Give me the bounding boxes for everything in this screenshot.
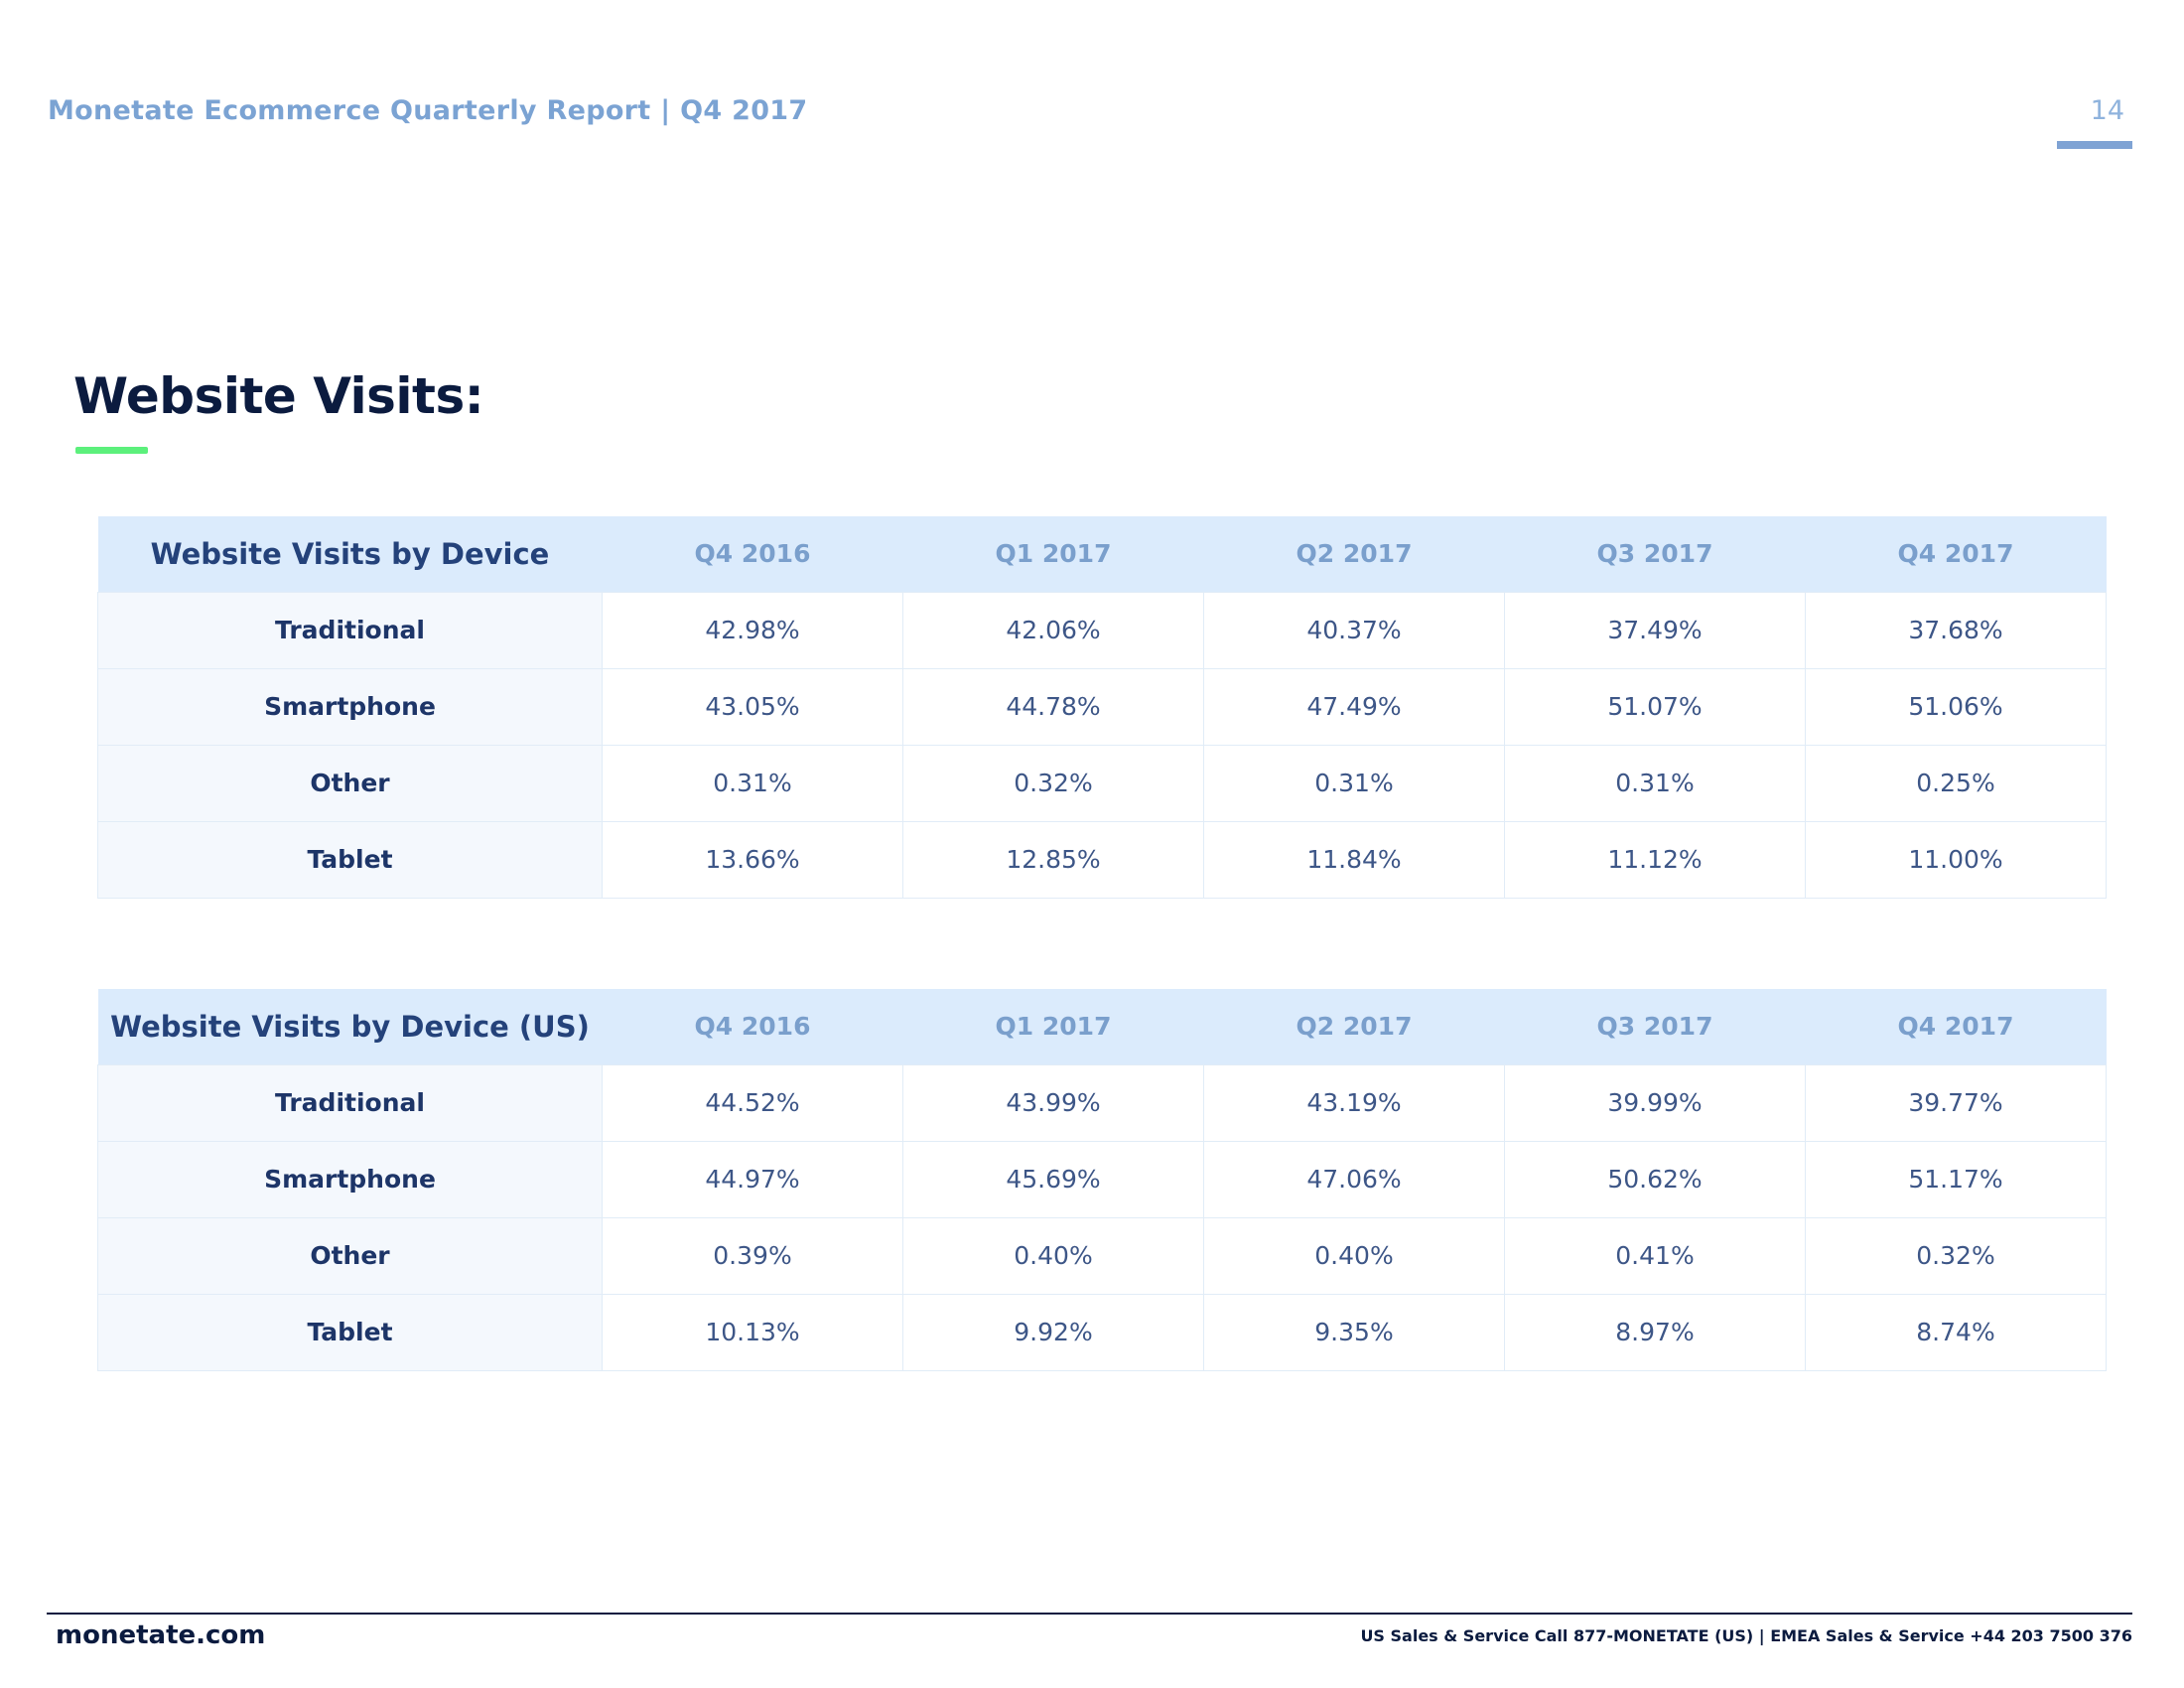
table-title: Website Visits by Device xyxy=(97,516,603,592)
table-cell: 43.99% xyxy=(902,1063,1204,1142)
table-row: Smartphone 44.97% 45.69% 47.06% 50.62% 5… xyxy=(97,1140,2107,1218)
table-row: Traditional 42.98% 42.06% 40.37% 37.49% … xyxy=(97,591,2107,669)
row-label: Smartphone xyxy=(97,1140,603,1218)
table-cell: 51.17% xyxy=(1805,1140,2107,1218)
table-cell: 11.00% xyxy=(1805,820,2107,899)
table-row: Smartphone 43.05% 44.78% 47.49% 51.07% 5… xyxy=(97,667,2107,746)
table-cell: 10.13% xyxy=(602,1293,903,1371)
footer-website-link[interactable]: monetate.com xyxy=(56,1620,266,1650)
table-cell: 37.49% xyxy=(1504,591,1806,669)
table-cell: 43.19% xyxy=(1203,1063,1505,1142)
table-cell: 13.66% xyxy=(602,820,903,899)
table-cell: 0.32% xyxy=(902,744,1204,822)
table-row: Other 0.31% 0.32% 0.31% 0.31% 0.25% xyxy=(97,744,2107,822)
table-cell: 45.69% xyxy=(902,1140,1204,1218)
table-cell: 0.41% xyxy=(1504,1216,1806,1295)
table-cell: 44.97% xyxy=(602,1140,903,1218)
table-cell: 8.97% xyxy=(1504,1293,1806,1371)
table-cell: 0.40% xyxy=(1203,1216,1505,1295)
table-cell: 11.84% xyxy=(1203,820,1505,899)
table-row: Other 0.39% 0.40% 0.40% 0.41% 0.32% xyxy=(97,1216,2107,1295)
table-cell: 9.35% xyxy=(1203,1293,1505,1371)
column-header: Q4 2016 xyxy=(602,516,903,592)
table-cell: 40.37% xyxy=(1203,591,1505,669)
page-number-underline xyxy=(2057,141,2132,149)
table-cell: 47.06% xyxy=(1203,1140,1505,1218)
table-cell: 39.99% xyxy=(1504,1063,1806,1142)
table-cell: 12.85% xyxy=(902,820,1204,899)
table-header-row: Website Visits by Device Q4 2016 Q1 2017… xyxy=(97,516,2107,592)
column-header: Q3 2017 xyxy=(1504,516,1806,592)
website-visits-by-device-us-table: Website Visits by Device (US) Q4 2016 Q1… xyxy=(97,989,2107,1371)
column-header: Q1 2017 xyxy=(902,516,1204,592)
table-cell: 9.92% xyxy=(902,1293,1204,1371)
table-cell: 44.78% xyxy=(902,667,1204,746)
table-row: Tablet 13.66% 12.85% 11.84% 11.12% 11.00… xyxy=(97,820,2107,899)
section-title-accent xyxy=(75,447,148,454)
table-row: Tablet 10.13% 9.92% 9.35% 8.97% 8.74% xyxy=(97,1293,2107,1371)
table-cell: 51.06% xyxy=(1805,667,2107,746)
column-header: Q4 2016 xyxy=(602,989,903,1064)
website-visits-by-device-table: Website Visits by Device Q4 2016 Q1 2017… xyxy=(97,516,2107,899)
report-title: Monetate Ecommerce Quarterly Report | Q4… xyxy=(48,95,808,126)
table-cell: 0.31% xyxy=(1504,744,1806,822)
table-cell: 43.05% xyxy=(602,667,903,746)
column-header: Q3 2017 xyxy=(1504,989,1806,1064)
section-title: Website Visits: xyxy=(73,367,484,425)
footer-divider xyxy=(47,1613,2132,1615)
page-number: 14 xyxy=(2090,95,2124,126)
table-cell: 0.39% xyxy=(602,1216,903,1295)
table-cell: 8.74% xyxy=(1805,1293,2107,1371)
row-label: Traditional xyxy=(97,591,603,669)
table-header-row: Website Visits by Device (US) Q4 2016 Q1… xyxy=(97,989,2107,1064)
table-cell: 39.77% xyxy=(1805,1063,2107,1142)
row-label: Tablet xyxy=(97,820,603,899)
column-header: Q1 2017 xyxy=(902,989,1204,1064)
column-header: Q4 2017 xyxy=(1805,989,2107,1064)
table-cell: 0.31% xyxy=(1203,744,1505,822)
table-cell: 47.49% xyxy=(1203,667,1505,746)
table-cell: 44.52% xyxy=(602,1063,903,1142)
column-header: Q2 2017 xyxy=(1203,516,1505,592)
table-row: Traditional 44.52% 43.99% 43.19% 39.99% … xyxy=(97,1063,2107,1142)
table-cell: 42.06% xyxy=(902,591,1204,669)
table-cell: 0.31% xyxy=(602,744,903,822)
row-label: Smartphone xyxy=(97,667,603,746)
row-label: Other xyxy=(97,1216,603,1295)
table-cell: 51.07% xyxy=(1504,667,1806,746)
table-cell: 50.62% xyxy=(1504,1140,1806,1218)
table-cell: 0.25% xyxy=(1805,744,2107,822)
table-cell: 0.40% xyxy=(902,1216,1204,1295)
table-cell: 42.98% xyxy=(602,591,903,669)
footer-contact-info: US Sales & Service Call 877-MONETATE (US… xyxy=(1360,1626,2132,1645)
table-cell: 37.68% xyxy=(1805,591,2107,669)
row-label: Other xyxy=(97,744,603,822)
table-title: Website Visits by Device (US) xyxy=(97,989,603,1064)
table-cell: 11.12% xyxy=(1504,820,1806,899)
row-label: Traditional xyxy=(97,1063,603,1142)
column-header: Q4 2017 xyxy=(1805,516,2107,592)
row-label: Tablet xyxy=(97,1293,603,1371)
table-cell: 0.32% xyxy=(1805,1216,2107,1295)
column-header: Q2 2017 xyxy=(1203,989,1505,1064)
